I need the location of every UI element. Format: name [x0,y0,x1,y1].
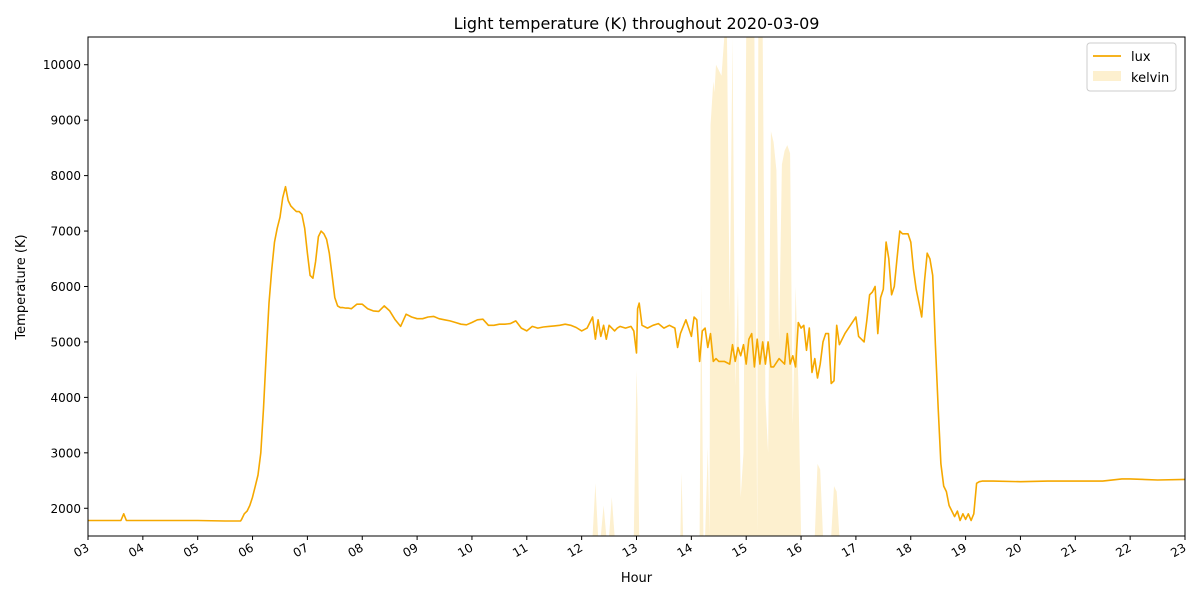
y-tick-label: 6000 [50,280,81,294]
x-tick-label: 07 [291,540,311,560]
y-tick-label: 3000 [50,446,81,460]
y-tick-label: 9000 [50,114,81,128]
x-axis-ticks: 03 04 05 06 07 08 09 10 11 12 13 14 15 16 17 18 19 20 21 22… [71,536,1189,560]
x-tick-label: 22 [1113,540,1133,560]
x-tick-label: 05 [181,540,201,560]
y-tick-label: 5000 [50,335,81,349]
x-tick-label: 03 [71,540,91,560]
x-tick-label: 17 [839,540,859,560]
y-tick-label: 4000 [50,391,81,405]
x-tick-label: 15 [729,540,749,560]
x-tick-label: 19 [949,540,969,560]
x-tick-label: 04 [126,540,146,560]
chart-title: Light temperature (K) throughout 2020-03… [454,14,820,33]
x-tick-label: 09 [400,540,420,560]
x-tick-label: 20 [1004,540,1024,560]
x-tick-label: 08 [346,540,366,560]
x-tick-label: 12 [565,540,585,560]
y-axis-ticks: 2000 3000 4000 5000 6000 7000 8000 9000 10000 [43,58,88,516]
y-axis-label: Temperature (K) [14,234,29,340]
y-tick-label: 8000 [50,169,81,183]
legend-lux-label: lux [1131,50,1151,65]
x-tick-label: 21 [1059,540,1079,560]
x-tick-label: 18 [894,540,914,560]
y-tick-label: 2000 [50,502,81,516]
x-tick-label: 13 [620,540,640,560]
y-tick-label: 7000 [50,225,81,239]
kelvin-area [592,37,840,536]
legend-kelvin-label: kelvin [1131,71,1169,86]
x-axis-label: Hour [621,571,653,586]
x-tick-label: 11 [510,540,530,560]
legend-kelvin-swatch [1093,71,1121,81]
x-tick-label: 06 [236,540,256,560]
x-tick-label: 16 [784,540,804,560]
y-tick-label: 10000 [43,58,81,72]
legend: lux kelvin [1086,42,1177,92]
lux-line [88,185,1186,522]
plot-area [88,37,1186,536]
x-tick-label: 14 [675,540,695,560]
x-tick-label: 23 [1168,540,1188,560]
x-tick-label: 10 [455,540,475,560]
